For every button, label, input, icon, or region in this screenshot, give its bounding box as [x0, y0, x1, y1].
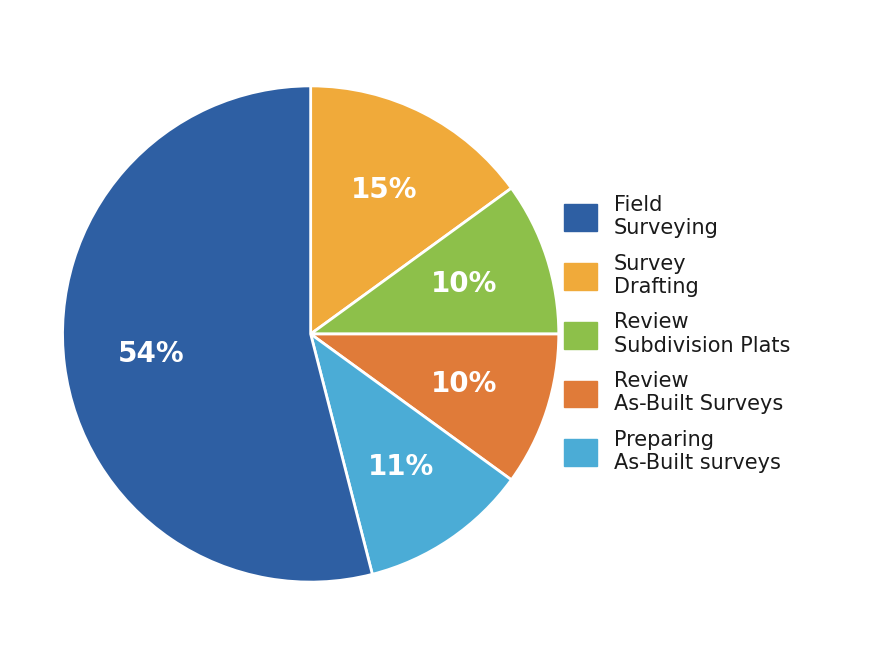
Wedge shape	[310, 188, 559, 334]
Wedge shape	[63, 86, 372, 582]
Text: 10%: 10%	[431, 370, 497, 398]
Legend: Field
Surveying, Survey
Drafting, Review
Subdivision Plats, Review
As-Built Surv: Field Surveying, Survey Drafting, Review…	[558, 188, 796, 480]
Text: 10%: 10%	[431, 270, 497, 298]
Text: 54%: 54%	[118, 340, 184, 368]
Wedge shape	[310, 86, 511, 334]
Wedge shape	[310, 334, 511, 574]
Text: 11%: 11%	[368, 454, 434, 482]
Text: 15%: 15%	[351, 176, 417, 204]
Wedge shape	[310, 334, 559, 480]
